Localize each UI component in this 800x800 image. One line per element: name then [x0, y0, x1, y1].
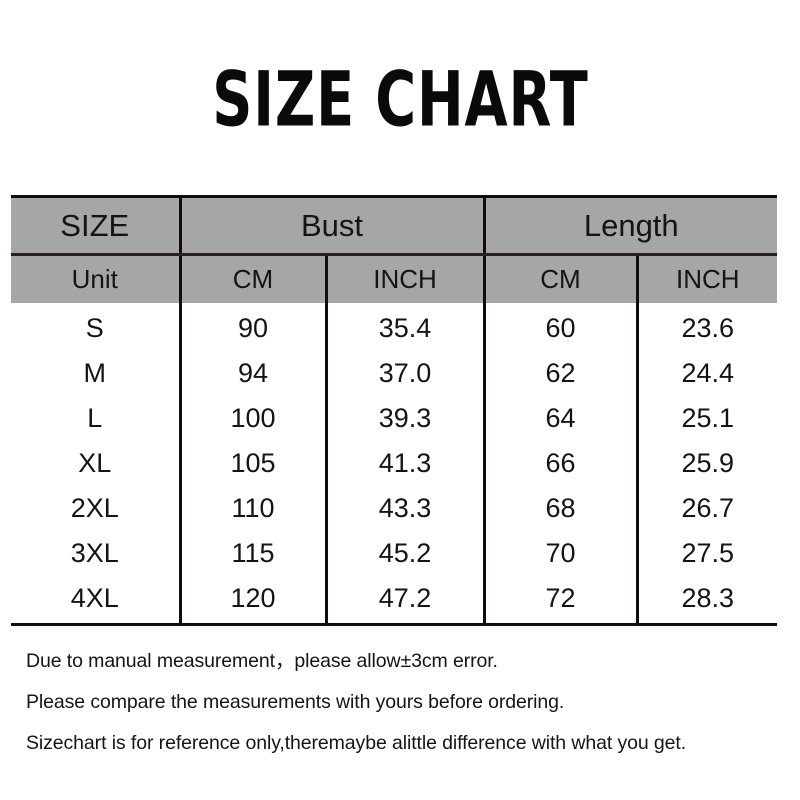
unit-header-length-cm: CM: [484, 254, 639, 303]
notes-container: Due to manual measurement，please allow±3…: [26, 641, 776, 764]
table-row: 4XL 120 47.2 72 28.3: [11, 576, 778, 625]
table-row: XL 105 41.3 66 25.9: [11, 441, 778, 486]
table-row: M 94 37.0 62 24.4: [11, 351, 778, 396]
cell-bust-cm: 115: [180, 531, 328, 576]
cell-size: 4XL: [11, 576, 182, 625]
cell-bust-inch: 41.3: [326, 441, 486, 486]
unit-header-unit: Unit: [11, 254, 182, 303]
cell-length-cm: 60: [484, 303, 639, 351]
cell-length-inch: 28.3: [637, 576, 778, 625]
cell-bust-inch: 35.4: [326, 303, 486, 351]
unit-header-bust-cm: CM: [180, 254, 328, 303]
unit-header-length-inch: INCH: [637, 254, 778, 303]
cell-bust-inch: 37.0: [326, 351, 486, 396]
cell-size: M: [11, 351, 182, 396]
cell-bust-inch: 47.2: [326, 576, 486, 625]
cell-length-cm: 72: [484, 576, 639, 625]
group-header-bust: Bust: [180, 196, 486, 256]
cell-bust-inch: 45.2: [326, 531, 486, 576]
note-compare-measurements: Please compare the measurements with you…: [26, 691, 565, 713]
cell-bust-cm: 120: [180, 576, 328, 625]
table-row: 2XL 110 43.3 68 26.7: [11, 486, 778, 531]
cell-bust-cm: 94: [180, 351, 328, 396]
note-reference-only: Sizechart is for reference only,theremay…: [26, 732, 687, 754]
group-header-size: SIZE: [11, 196, 182, 256]
cell-bust-inch: 39.3: [326, 396, 486, 441]
cell-length-inch: 25.1: [637, 396, 778, 441]
table-row: 3XL 115 45.2 70 27.5: [11, 531, 778, 576]
cell-length-cm: 68: [484, 486, 639, 531]
table-head: SIZE Bust Length Unit CM INCH CM INCH: [11, 196, 778, 303]
size-table-container: SIZE Bust Length Unit CM INCH CM INCH S …: [11, 195, 778, 626]
cell-bust-cm: 100: [180, 396, 328, 441]
cell-size: 3XL: [11, 531, 182, 576]
cell-length-inch: 27.5: [637, 531, 778, 576]
cell-bust-cm: 110: [180, 486, 328, 531]
table-row: L 100 39.3 64 25.1: [11, 396, 778, 441]
cell-length-cm: 70: [484, 531, 639, 576]
page-title-container: SIZE CHART: [0, 57, 800, 144]
cell-length-inch: 24.4: [637, 351, 778, 396]
cell-length-inch: 26.7: [637, 486, 778, 531]
unit-header-bust-inch: INCH: [326, 254, 486, 303]
cell-bust-cm: 105: [180, 441, 328, 486]
cell-length-inch: 25.9: [637, 441, 778, 486]
cell-length-cm: 64: [484, 396, 639, 441]
cell-size: S: [11, 303, 182, 351]
table-group-header-row: SIZE Bust Length: [11, 196, 778, 256]
cell-length-inch: 23.6: [637, 303, 778, 351]
cell-bust-cm: 90: [180, 303, 328, 351]
cell-size: XL: [11, 441, 182, 486]
cell-size: L: [11, 396, 182, 441]
table-body: S 90 35.4 60 23.6 M 94 37.0 62 24.4 L 10…: [11, 303, 778, 625]
size-table: SIZE Bust Length Unit CM INCH CM INCH S …: [11, 195, 778, 626]
cell-size: 2XL: [11, 486, 182, 531]
cell-length-cm: 66: [484, 441, 639, 486]
group-header-length: Length: [484, 196, 778, 256]
cell-bust-inch: 43.3: [326, 486, 486, 531]
note-manual-measurement: Due to manual measurement，please allow±3…: [26, 650, 498, 672]
page-title: SIZE CHART: [211, 56, 589, 145]
table-unit-header-row: Unit CM INCH CM INCH: [11, 254, 778, 303]
cell-length-cm: 62: [484, 351, 639, 396]
table-row: S 90 35.4 60 23.6: [11, 303, 778, 351]
